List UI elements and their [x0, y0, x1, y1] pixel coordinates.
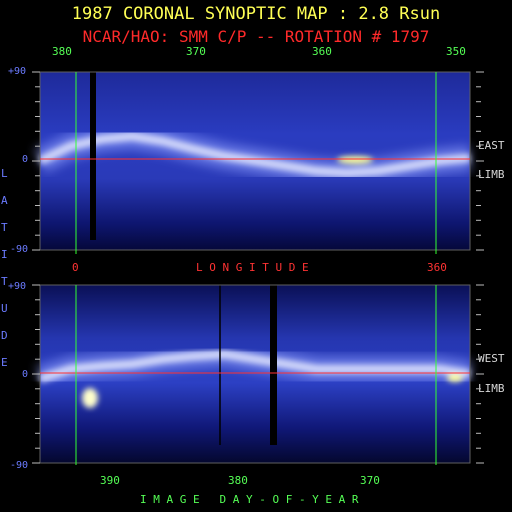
chart-subtitle: NCAR/HAO: SMM C/P -- ROTATION # 1797: [82, 27, 430, 46]
data-gap: [270, 285, 277, 445]
top-axis-tick: 350: [446, 45, 466, 58]
latitude-letter: T: [1, 221, 8, 234]
bright-spot: [82, 388, 98, 408]
west-limb-label: LIMB: [478, 382, 505, 395]
latitude-letter: A: [1, 194, 8, 207]
longitude-tick: 0: [72, 261, 79, 274]
latitude-letter: I: [1, 248, 8, 261]
latitude-letter: T: [1, 275, 8, 288]
top-axis-tick: 370: [186, 45, 206, 58]
day-axis-label: I M A G E D A Y - O F - Y E A R: [140, 493, 359, 506]
latitude-letter: E: [1, 356, 8, 369]
latitude-letter: U: [1, 302, 8, 315]
day-tick: 380: [228, 474, 248, 487]
bright-spot: [447, 374, 463, 382]
longitude-axis-label: L O N G I T U D E: [196, 261, 309, 274]
east-limb-label: LIMB: [478, 168, 505, 181]
data-gap: [90, 72, 96, 240]
latitude-axis-label: L A T I T U D E: [1, 168, 8, 384]
top-panel-heatmap: [34, 72, 472, 250]
top-axis-tick: 380: [52, 45, 72, 58]
bright-spot: [337, 156, 373, 164]
y-tick-bottom-zero: 0: [22, 369, 29, 380]
y-tick-bottom-minus90: -90: [10, 460, 29, 471]
bottom-panel-heatmap: [36, 285, 473, 463]
east-limb-label: EAST: [478, 139, 505, 152]
day-tick: 370: [360, 474, 380, 487]
day-tick: 390: [100, 474, 120, 487]
top-axis-tick: 360: [312, 45, 332, 58]
y-tick-top-zero: 0: [22, 154, 29, 165]
latitude-letter: L: [1, 167, 8, 180]
west-limb-label: WEST: [478, 352, 505, 365]
coronal-band-core: [38, 131, 471, 178]
longitude-tick: 360: [427, 261, 447, 274]
chart-title: 1987 CORONAL SYNOPTIC MAP : 2.8 Rsun: [71, 4, 441, 24]
y-tick-top-minus90: -90: [10, 244, 29, 255]
coronal-band-core: [38, 349, 471, 384]
y-tick-top-plus90: +90: [8, 66, 27, 77]
latitude-letter: D: [1, 329, 8, 342]
y-tick-bottom-plus90: +90: [8, 281, 27, 292]
